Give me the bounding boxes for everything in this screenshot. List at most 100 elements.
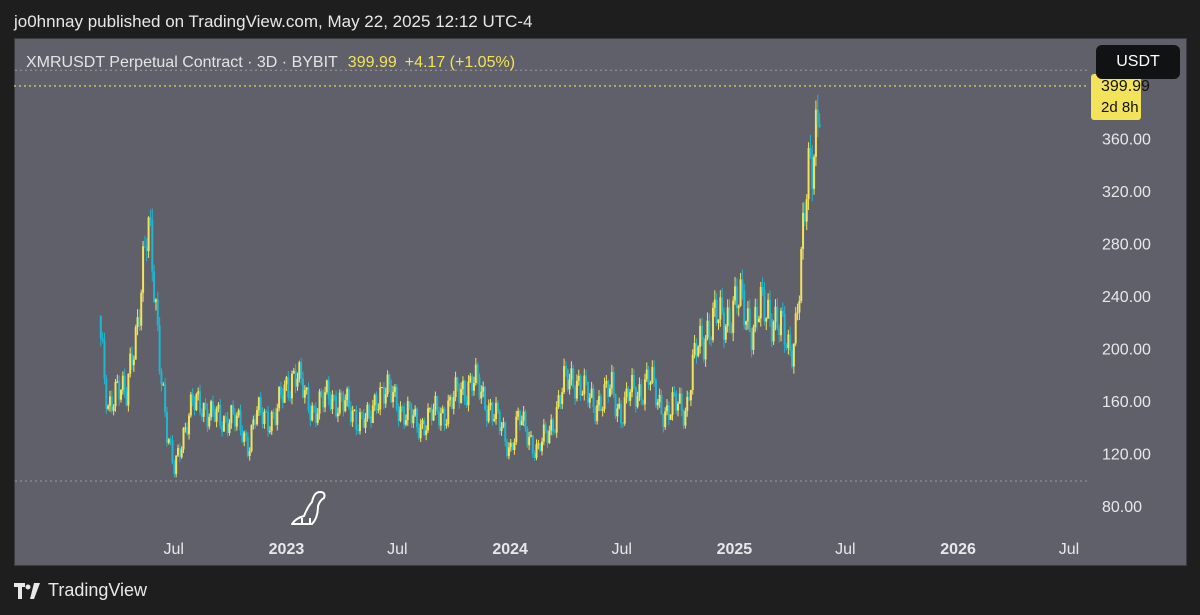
candle-body <box>469 376 472 382</box>
candle-body <box>813 156 816 189</box>
candle-body <box>318 391 321 414</box>
candle-body <box>592 388 595 408</box>
candle-body <box>132 359 135 366</box>
candle-body <box>311 405 314 421</box>
candle-body <box>320 391 323 396</box>
candle-body <box>553 431 556 433</box>
candle-body <box>761 286 764 290</box>
time-tick-label: Jul <box>163 541 183 558</box>
candle-body <box>434 395 437 410</box>
candle-body <box>414 408 417 416</box>
candle-body <box>127 373 130 406</box>
candle-body <box>809 148 812 157</box>
candle-body <box>618 403 621 409</box>
candle-body <box>610 371 613 389</box>
candle-body <box>783 313 786 345</box>
currency-unit-button[interactable]: USDT <box>1096 45 1180 79</box>
candle-body <box>737 305 740 309</box>
candle-body <box>495 402 498 419</box>
candle-body <box>713 299 716 308</box>
candle-body <box>436 395 439 412</box>
candle-body <box>669 414 672 420</box>
candle-body <box>465 400 468 406</box>
candle-body <box>805 199 808 222</box>
candle-body <box>443 408 446 426</box>
candle-body <box>660 394 663 415</box>
symbol-info: XMRUSDT Perpetual Contract · 3D · BYBIT 3… <box>26 54 515 72</box>
candle-body <box>638 384 641 396</box>
candle-series <box>99 94 821 478</box>
candle-body <box>452 397 455 409</box>
candle-body <box>688 397 691 401</box>
candle-body <box>250 424 253 452</box>
candle-body <box>739 279 742 306</box>
candle-body <box>651 366 654 383</box>
candle-body <box>228 423 231 434</box>
time-tick-label: Jul <box>1059 541 1079 558</box>
candle-body <box>327 380 330 399</box>
symbol-name: XMRUSDT Perpetual Contract · 3D · BYBIT <box>26 54 338 71</box>
candle-body <box>217 404 220 409</box>
candle-body <box>682 410 685 426</box>
price-axis: 360.00 320.00 280.00 240.00 200.00 160.00 120.… <box>1102 131 1151 516</box>
candle-body <box>232 405 235 414</box>
candle-body <box>165 412 168 443</box>
candle-body <box>186 427 189 435</box>
candle-body <box>408 401 411 408</box>
candle-body <box>178 448 181 458</box>
candle-body <box>647 369 650 385</box>
candle-body <box>601 409 604 411</box>
candle-body <box>206 409 209 427</box>
candle-body <box>346 388 349 401</box>
candle-body <box>597 396 600 406</box>
candle-body <box>388 374 391 386</box>
candle-body <box>561 392 564 405</box>
candle-body <box>581 394 584 396</box>
candle-body <box>686 397 689 411</box>
candle-body <box>772 321 775 342</box>
footer-brand[interactable]: TradingView <box>14 580 147 601</box>
candle-body <box>566 369 569 390</box>
candle-body <box>211 401 214 412</box>
price-tick-label: 80.00 <box>1102 499 1142 516</box>
candle-body <box>537 443 540 445</box>
candle-body <box>485 409 488 422</box>
candle-body <box>116 381 119 383</box>
candle-body <box>791 350 794 367</box>
candle-body <box>120 390 123 400</box>
candle-body <box>430 408 433 421</box>
candle-body <box>153 271 156 303</box>
candle-body <box>476 364 479 378</box>
candle-body <box>759 286 762 319</box>
candle-body <box>344 400 347 412</box>
candle-body <box>392 392 395 403</box>
candle-body <box>428 408 431 410</box>
bar-countdown: 2d 8h <box>1101 99 1139 116</box>
price-tick-label: 360.00 <box>1102 131 1151 148</box>
time-axis: Jul 2023 Jul 2024 Jul 2025 Jul 2026 Jul <box>163 541 1079 558</box>
candle-body <box>382 387 385 404</box>
price-tick-label: 200.00 <box>1102 341 1151 358</box>
candle-body <box>612 371 615 394</box>
candle-body <box>154 299 157 303</box>
candle-body <box>654 380 657 406</box>
candle-body <box>158 325 161 372</box>
candle-body <box>789 334 792 351</box>
candle-body <box>607 380 610 397</box>
candle-body <box>792 343 795 367</box>
candle-body <box>175 455 178 474</box>
candle-body <box>331 394 334 410</box>
chart-frame[interactable] <box>14 38 1187 566</box>
candle-body <box>509 442 512 448</box>
candle-body <box>425 430 428 435</box>
candle-body <box>379 387 382 410</box>
candle-body <box>156 299 159 326</box>
candle-body <box>577 375 580 381</box>
candle-body <box>706 320 709 339</box>
candle-body <box>449 396 452 401</box>
candle-body <box>107 405 110 409</box>
reference-lines <box>15 69 1088 482</box>
candle-body <box>800 248 803 302</box>
candle-body <box>596 405 599 422</box>
